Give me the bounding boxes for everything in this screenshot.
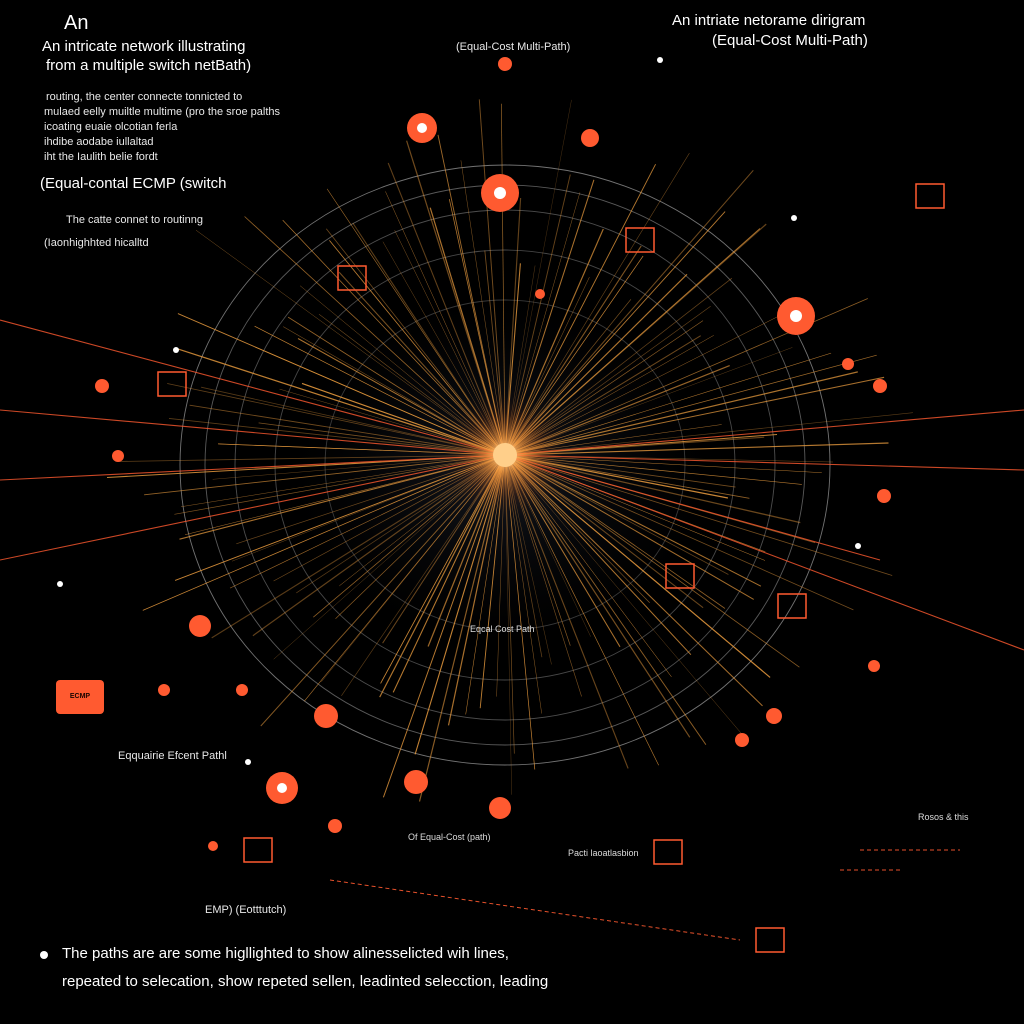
switch-nodes bbox=[57, 57, 945, 953]
router-icon bbox=[915, 183, 945, 209]
label-path-path: Pacti laoatlasbion bbox=[568, 848, 639, 858]
label-right-bottom: Rosos & this bbox=[918, 812, 969, 822]
endpoint-dot bbox=[173, 347, 179, 353]
long-path-line bbox=[504, 454, 1024, 471]
long-path-line bbox=[0, 409, 506, 456]
switch-node-center bbox=[277, 783, 287, 793]
router-icon bbox=[653, 839, 683, 865]
leader-lines bbox=[329, 849, 960, 941]
switch-node bbox=[535, 289, 545, 299]
long-path-line bbox=[504, 454, 1024, 651]
ring-0 bbox=[179, 164, 831, 766]
ring-3 bbox=[274, 249, 736, 681]
label-equal-cost-left: Eqquairie Efcent Pathl bbox=[118, 750, 227, 762]
switch-node bbox=[328, 819, 342, 833]
endpoint-dot bbox=[855, 543, 861, 549]
desc-line-6: (Equal-contal ECMP (switch bbox=[40, 175, 227, 192]
ecmp-badge-label: ECMP bbox=[69, 693, 91, 700]
router-icon bbox=[755, 927, 785, 953]
desc-line-7: The catte connet to routinng bbox=[66, 214, 203, 226]
long-path-line bbox=[0, 454, 506, 481]
switch-node bbox=[95, 379, 109, 393]
switch-node bbox=[581, 129, 599, 147]
long-path-line bbox=[0, 319, 506, 456]
desc-line-2: mulaed eelly muiltle multime (pro the sr… bbox=[44, 106, 280, 118]
switch-node bbox=[189, 615, 211, 637]
router-icon bbox=[157, 371, 187, 397]
center-top-label: (Equal-Cost Multi-Path) bbox=[456, 41, 571, 53]
label-of-path: Of Equal-Cost (path) bbox=[408, 832, 491, 842]
ecmp-badge: ECMP bbox=[56, 680, 104, 714]
switch-node bbox=[498, 57, 512, 71]
switch-node bbox=[735, 733, 749, 747]
switch-node bbox=[208, 841, 218, 851]
switch-node bbox=[236, 684, 248, 696]
leader-line bbox=[329, 879, 741, 941]
router-icon bbox=[777, 593, 807, 619]
switch-node-center bbox=[790, 310, 802, 322]
router-icon bbox=[243, 837, 273, 863]
header-title-short: An bbox=[64, 12, 89, 34]
switch-node bbox=[842, 358, 854, 370]
footer-line-1: The paths are are some higllighted to sh… bbox=[62, 945, 509, 962]
switch-node bbox=[404, 770, 428, 794]
switch-node bbox=[766, 708, 782, 724]
switch-node bbox=[877, 489, 891, 503]
switch-node bbox=[868, 660, 880, 672]
switch-node-center bbox=[494, 187, 506, 199]
endpoint-dot bbox=[245, 759, 251, 765]
label-ecmp-bottom: EMP) (Eotttutch) bbox=[205, 904, 287, 916]
endpoint-dot bbox=[57, 581, 63, 587]
ecmp-core-switch bbox=[435, 385, 575, 525]
long-path-line bbox=[0, 454, 506, 561]
router-icon bbox=[337, 265, 367, 291]
switch-node bbox=[112, 450, 124, 462]
desc-line-8: (Iaonhighhted hicalltd bbox=[44, 237, 149, 249]
switch-node bbox=[158, 684, 170, 696]
header-title-line2: from a multiple switch netBath) bbox=[46, 57, 252, 74]
desc-line-1: routing, the center connecte tonnicted t… bbox=[46, 91, 243, 103]
router-icon bbox=[625, 227, 655, 253]
desc-line-4: ihdibe aodabe iullaltad bbox=[44, 136, 154, 148]
switch-node-center bbox=[417, 123, 427, 133]
desc-line-5: iht the Iaulith belie fordt bbox=[44, 151, 158, 163]
switch-node bbox=[873, 379, 887, 393]
router-icon bbox=[665, 563, 695, 589]
diagram-subtitle-right: (Equal-Cost Multi-Path) bbox=[712, 32, 868, 49]
footer-line-2: repeated to selecation, show repeted sel… bbox=[62, 973, 549, 990]
long-path-line bbox=[504, 409, 1024, 456]
endpoint-dot bbox=[657, 57, 663, 63]
footer-bullet bbox=[40, 951, 48, 959]
label-center-path: Eqcal Cost Path bbox=[470, 624, 535, 634]
endpoint-dot bbox=[791, 215, 797, 221]
desc-line-3: icoating euaie olcotian ferla bbox=[44, 121, 178, 133]
diagram-title-right: An intriate netorame dirigram bbox=[672, 12, 866, 29]
header-title-line1: An intricate network illustrating bbox=[42, 38, 246, 55]
switch-node bbox=[489, 797, 511, 819]
switch-node bbox=[314, 704, 338, 728]
